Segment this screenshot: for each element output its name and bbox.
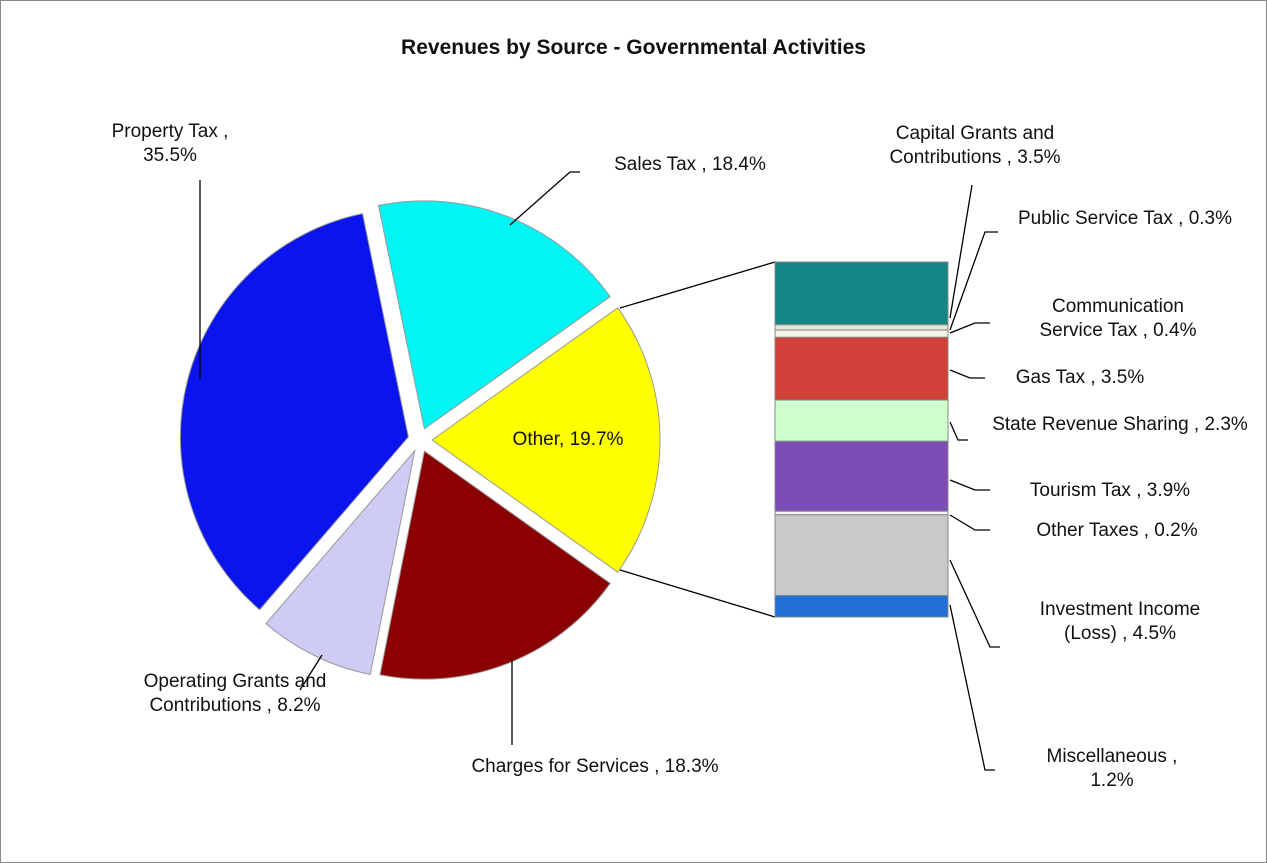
bar-segment (774, 510, 949, 516)
data-label: Sales Tax , 18.4% (614, 154, 766, 175)
leader-line (949, 514, 990, 531)
bar-segment (774, 336, 949, 401)
bar-segment (774, 440, 949, 512)
bar-segment (774, 399, 949, 442)
chart-title: Revenues by Source - Governmental Activi… (401, 36, 866, 59)
leader-line (949, 369, 985, 379)
leader-line (619, 569, 776, 618)
bar-segment (774, 324, 949, 331)
data-label: Capital Grants and Contributions , 3.5% (889, 123, 1061, 168)
pie-slice (179, 213, 409, 611)
bar-segment (774, 514, 949, 596)
leader-line (949, 559, 1000, 648)
pie-slice (379, 450, 611, 680)
pie-slice (377, 200, 611, 430)
leader-line (949, 184, 973, 319)
data-label: Public Service Tax , 0.3% (1017, 208, 1233, 229)
leader-line (949, 231, 998, 331)
data-label: Investment Income (Loss) , 4.5% (1039, 599, 1201, 644)
data-label: Communication Service Tax , 0.4% (1039, 296, 1197, 341)
data-label: Other, 19.7% (512, 429, 624, 450)
leader-line (949, 604, 995, 771)
leader-line (949, 421, 968, 441)
leader-line (299, 654, 323, 691)
data-label: Gas Tax , 3.5% (1015, 367, 1145, 388)
data-label: Property Tax , 35.5% (111, 121, 229, 166)
data-label: Other Taxes , 0.2% (1036, 520, 1198, 541)
data-label: Miscellaneous , 1.2% (1046, 746, 1178, 791)
data-label: Charges for Services , 18.3% (471, 756, 719, 777)
leader-line (619, 261, 776, 309)
bar-segment (774, 594, 949, 618)
bar-segment (774, 329, 949, 338)
bar-segment (774, 261, 949, 326)
data-label: State Revenue Sharing , 2.3% (992, 414, 1248, 435)
data-label: Tourism Tax , 3.9% (1029, 480, 1191, 501)
leader-line (949, 322, 990, 334)
leader-line (949, 479, 990, 491)
pie-slice (431, 307, 661, 573)
data-label: Operating Grants and Contributions , 8.2… (143, 671, 327, 716)
leader-line (509, 171, 580, 226)
pie-slice (265, 449, 416, 676)
